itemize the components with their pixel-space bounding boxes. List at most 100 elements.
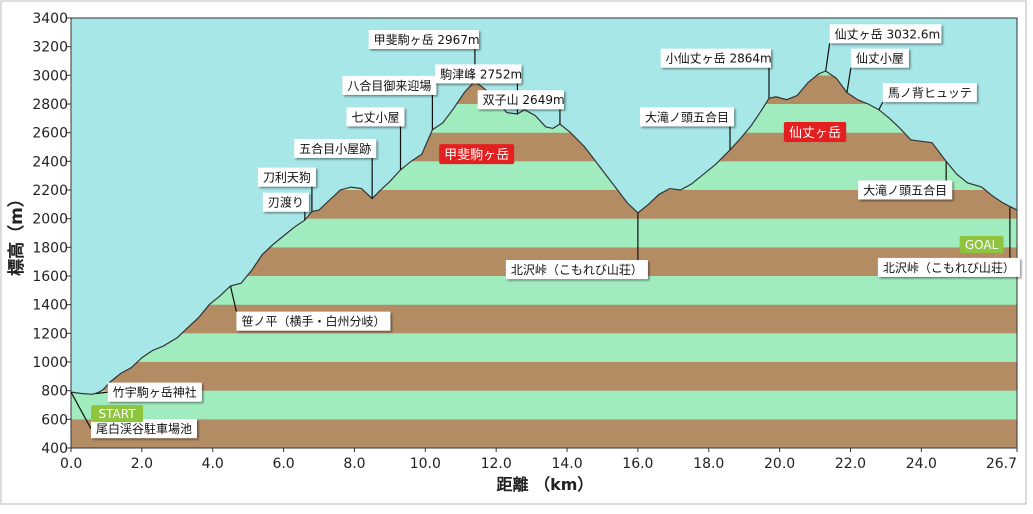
start-marker: START [91,405,144,423]
annotation-label-box [435,64,522,84]
x-tick-label: 0.0 [60,456,82,472]
annotation-label: 尾白渓谷駐車場池 [91,419,197,439]
annotation-label-text: 刀利天狗 [263,171,311,185]
annotation-leader [825,43,831,72]
y-tick-label: 2000 [32,212,68,228]
x-tick-label: 16.0 [622,456,653,472]
y-tick-label: 3400 [32,11,68,27]
annotation-labels: 尾白渓谷駐車場池 竹宇駒ヶ岳神社 笹ノ平（横手・白州分岐） 刃渡り 刀利天狗 五合目小屋跡… [91,24,1020,439]
annotation-label-box [477,90,564,110]
annotation-label-box [877,257,1020,277]
annotation-label-text: 双子山 2649m [483,93,565,107]
annotation-label-text: 北沢峠（こもれび山荘） [883,260,1015,275]
y-tick-label: 1400 [32,298,68,314]
x-tick-label: 26.7 [986,456,1017,472]
annotation-label-text: 竹宇駒ヶ岳神社 [113,385,197,400]
annotation-label-text: 馬ノ背ヒュッテ [888,86,972,100]
annotation-label-box [107,382,202,402]
annotation-leader [70,391,92,429]
marker-text: START [99,407,137,421]
annotation-label: 竹宇駒ヶ岳神社 [107,382,202,402]
y-tick-label: 1000 [32,355,68,371]
y-tick-label: 800 [41,384,68,400]
annotation-label-box [262,192,309,212]
annotation-label: 馬ノ背ヒュッテ [882,83,977,103]
y-tick-label: 600 [41,412,68,428]
elevation-band [71,304,1017,334]
x-axis-ticks: 0.0 2.0 4.0 6.0 8.0 10.0 12.0 14.0 16.0 18.0 20.0 2… [60,448,1018,472]
x-tick-label: 4.0 [202,456,224,472]
x-tick-label: 10.0 [410,456,441,472]
annotation-label: 甲斐駒ヶ岳 2967m [368,30,480,49]
y-tick-label: 1200 [32,326,68,342]
annotation-label-text: 八合目御来迎場 [347,78,431,93]
annotation-label: 双子山 2649m [477,90,565,110]
peak-label: 甲斐駒ヶ岳 [439,144,515,165]
x-tick-label: 6.0 [272,456,294,472]
annotation-label-box [342,75,437,95]
annotation-label-box [294,138,377,158]
y-tick-label: 1600 [32,269,68,285]
elevation-band [71,333,1017,362]
annotation-label-text: 尾白渓谷駐車場池 [96,421,192,436]
annotation-label: 北沢峠（こもれび山荘） [877,257,1020,277]
elevation-band [71,419,1017,448]
x-tick-label: 22.0 [835,456,866,472]
annotation-label-text: 大滝ノ頭五合目 [863,183,947,198]
peak-label-text: 仙丈ヶ岳 [789,126,841,141]
annotation-label-text: 駒津峰 2752m [440,67,522,81]
marker-box [91,405,144,423]
annotation-label: 七丈小屋 [346,107,405,127]
elevation-band [71,390,1017,420]
y-tick-label: 400 [41,441,68,457]
annotation-label-box [882,83,977,103]
annotation-leader [878,101,884,111]
y-axis-label: 標高（m） [6,190,27,276]
annotation-label: 大滝ノ頭五合目 [858,180,953,200]
annotation-label-text: 七丈小屋 [352,110,400,124]
x-tick-label: 20.0 [764,456,795,472]
y-tick-label: 3200 [32,40,68,56]
annotation-label-box [640,107,735,127]
peak-label-box [439,144,515,165]
annotation-label: 仙丈小屋 [850,48,909,68]
annotation-label-box [858,180,953,200]
x-tick-label: 12.0 [481,456,512,472]
plot-border [70,17,1018,449]
x-tick-label: 24.0 [906,456,937,472]
route-markers: START GOAL [91,235,1004,423]
annotation-label: 笹ノ平（横手・白州分岐） [236,311,391,331]
annotation-label: 北沢峠（こもれび山荘） [505,260,648,280]
annotation-label-box [257,167,316,187]
annotation-label-text: 北沢峠（こもれび山荘） [511,262,643,277]
x-tick-label: 14.0 [551,456,582,472]
annotation-label: 仙丈ヶ岳 3032.6m [829,24,942,44]
y-tick-label: 3000 [32,68,68,84]
x-axis-label: 距離 （km） [497,475,594,494]
annotation-leader [846,67,852,93]
goal-marker: GOAL [959,235,1004,253]
annotation-leader [95,391,108,395]
annotation-label-box [346,107,405,127]
peak-labels: 甲斐駒ヶ岳 仙丈ヶ岳 [439,121,847,165]
annotation-label-text: 刃渡り [268,195,304,210]
annotation-label: 駒津峰 2752m [435,64,522,84]
annotation-label: 大滝ノ頭五合目 [640,107,735,127]
marker-text: GOAL [965,238,999,252]
y-tick-label: 1800 [32,240,68,256]
annotation-label: 小仙丈ヶ岳 2864m [660,48,772,68]
peak-label-box [783,121,847,142]
annotation-label-box [850,48,909,68]
elevation-band [71,362,1017,391]
annotation-label-box [505,260,648,280]
y-tick-label: 2400 [32,154,68,170]
annotation-label-text: 仙丈小屋 [856,52,904,66]
annotation-label-text: 仙丈ヶ岳 3032.6m [835,27,941,41]
annotation-label-text: 五合目小屋跡 [299,141,371,156]
annotation-label-text: 小仙丈ヶ岳 2864m [666,52,772,66]
annotation-label-box [368,30,479,49]
peak-label: 仙丈ヶ岳 [783,121,847,142]
x-tick-label: 8.0 [343,456,365,472]
